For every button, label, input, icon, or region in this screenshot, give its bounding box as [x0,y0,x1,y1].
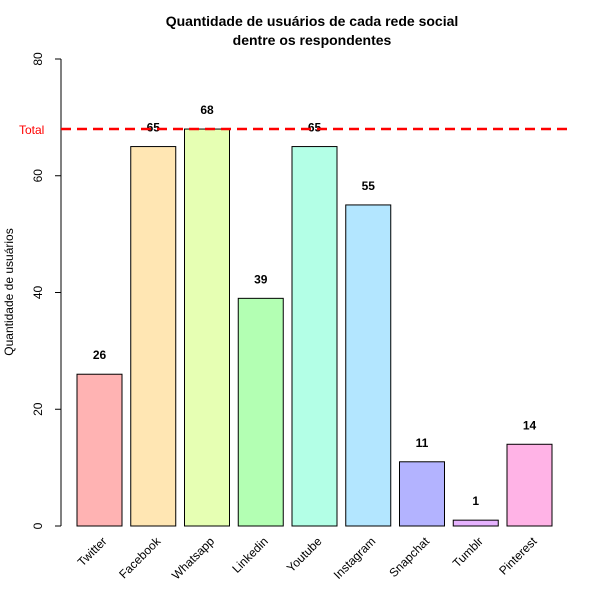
category-label-snapchat: Snapchat [386,534,432,580]
data-label-snapchat: 11 [416,436,429,450]
data-label-facebook: 65 [147,121,161,135]
data-label-linkedin: 39 [254,272,268,286]
bar-facebook [130,146,177,527]
bar-tumblr [452,519,499,527]
y-tick-label: 0 [31,522,45,529]
category-labels: Twitter Facebook Whatsapp Linkedin Youtube In… [75,534,540,583]
bar-pinterest [506,443,553,527]
y-tick-label: 60 [31,169,45,183]
bar-youtube [291,146,338,527]
data-label-instagram: 55 [362,179,376,193]
bars [76,128,553,527]
data-label-youtube: 65 [308,121,322,135]
data-label-twitter: 26 [93,348,107,362]
data-label-whatsapp: 68 [200,103,214,117]
data-label-pinterest: 14 [523,418,537,432]
category-label-youtube: Youtube [284,534,325,575]
bar-whatsapp [184,128,230,527]
category-label-instagram: Instagram [331,534,379,582]
category-label-linkedin: Linkedin [229,534,271,576]
bar-instagram [345,204,392,527]
category-label-facebook: Facebook [116,534,164,582]
y-axis-label: Quantidade de usuários [2,228,16,355]
category-label-tumblr: Tumblr [450,534,486,570]
y-tick-label: 40 [31,286,45,300]
reference-line: Total [19,123,568,137]
total-line-label: Total [19,123,44,137]
y-axis: 0 20 40 60 80 [31,52,62,529]
data-label-tumblr: 1 [472,494,479,508]
chart-title-line-1: Quantidade de usuários de cada rede soci… [166,13,459,29]
category-label-twitter: Twitter [75,534,110,569]
y-tick-label: 80 [31,52,45,66]
bar-snapchat [399,461,445,527]
bar-linkedin [237,297,284,527]
category-label-pinterest: Pinterest [496,534,540,578]
category-label-whatsapp: Whatsapp [169,534,217,582]
chart-title-line-2: dentre os respondentes [233,32,392,48]
y-tick-label: 20 [31,402,45,416]
bar-twitter [76,373,123,527]
